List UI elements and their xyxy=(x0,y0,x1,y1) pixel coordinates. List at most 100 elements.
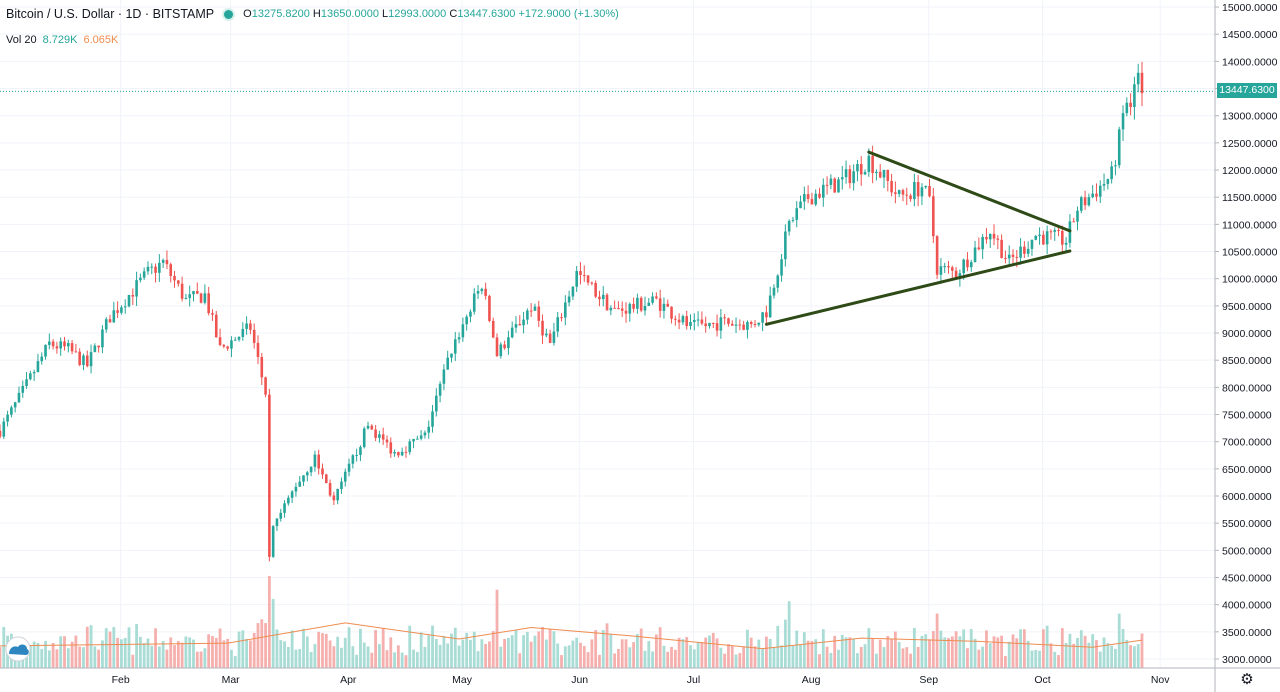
volume-bar xyxy=(44,640,47,668)
trendlines[interactable] xyxy=(764,150,1072,326)
volume-bar xyxy=(988,643,992,668)
volume-bar xyxy=(431,625,434,668)
candle-body xyxy=(1133,84,1136,107)
volume-bar xyxy=(840,634,844,668)
candle-body xyxy=(416,438,419,440)
volume-bar xyxy=(40,648,44,668)
candle-body xyxy=(575,271,578,287)
candle-body xyxy=(871,155,874,174)
volume-bar xyxy=(746,629,749,668)
volume-bar xyxy=(267,576,271,668)
gear-icon[interactable]: ⚙ xyxy=(1240,671,1254,688)
volume-bar xyxy=(161,640,165,668)
candle-body xyxy=(1087,197,1091,206)
volume-bar xyxy=(438,644,442,668)
candle-body xyxy=(165,259,169,265)
candle-body xyxy=(1114,165,1117,167)
candle-body xyxy=(230,340,233,349)
candle-body xyxy=(810,199,814,205)
volume-bar xyxy=(848,637,852,668)
candle-body xyxy=(552,331,556,343)
x-axis[interactable]: 2020FebMarAprMayJunJulAugSepOctNov xyxy=(0,674,1171,686)
volume-bar xyxy=(761,648,764,668)
symbol-title[interactable]: Bitcoin / U.S. Dollar · 1D · BITSTAMP xyxy=(6,7,215,21)
volume-bar xyxy=(340,647,343,668)
volume-bar xyxy=(518,653,522,668)
volume-bar xyxy=(730,645,734,668)
candle-body xyxy=(131,295,135,297)
candle-body xyxy=(476,291,480,294)
volume-bar xyxy=(499,646,503,668)
cloud-logo-icon[interactable] xyxy=(5,636,31,662)
volume-bar xyxy=(1133,646,1136,668)
volume-label[interactable]: Vol 20 xyxy=(6,34,37,46)
candle-body xyxy=(431,411,434,427)
candle-body xyxy=(245,323,248,329)
y-axis[interactable]: 15000.000014500.000014000.000013500.0000… xyxy=(1215,2,1278,666)
volume-bar xyxy=(1057,655,1060,668)
candle-body xyxy=(44,344,47,357)
volume-bar xyxy=(928,639,931,668)
candle-body xyxy=(332,495,336,501)
volume-bar xyxy=(480,639,484,668)
candle-body xyxy=(355,454,358,456)
candle-body xyxy=(161,259,165,263)
volume-bar xyxy=(336,636,340,668)
volume-bar xyxy=(131,654,135,668)
volume-bar xyxy=(764,636,768,668)
volume-bar xyxy=(560,655,563,668)
volume-bar xyxy=(419,632,423,668)
trendline xyxy=(867,150,1072,233)
volume-bar xyxy=(286,647,290,668)
candle-body xyxy=(36,361,40,373)
candle-body xyxy=(279,512,283,519)
candle-body xyxy=(567,296,571,303)
volume-bar xyxy=(347,627,351,668)
volume-bar xyxy=(127,627,131,668)
volume-bar xyxy=(537,631,541,668)
candle-body xyxy=(1121,113,1125,130)
y-tick-label: 15000.0000 xyxy=(1222,2,1278,14)
candle-body xyxy=(708,322,711,327)
volume-bar xyxy=(260,619,264,668)
candle-body xyxy=(897,190,901,195)
candle-body xyxy=(271,526,275,557)
volume-bar xyxy=(856,653,859,668)
volume-bar xyxy=(829,652,833,668)
candle-body xyxy=(381,434,385,440)
x-tick-label: Mar xyxy=(222,674,241,686)
candle-body xyxy=(950,267,954,271)
volume-bar xyxy=(890,638,893,668)
volume-bar xyxy=(488,641,491,668)
volume-bar xyxy=(138,636,142,668)
candle-body xyxy=(480,288,484,292)
volume-bar xyxy=(594,630,598,668)
open-label: O xyxy=(243,8,252,20)
ohlc-values: O13275.8200 H13650.0000 L12993.0000 C134… xyxy=(243,6,619,22)
candle-body xyxy=(51,341,55,347)
volume-bar xyxy=(609,634,613,668)
candle-body xyxy=(237,336,241,340)
candle-body xyxy=(218,337,222,345)
y-tick-label: 5500.0000 xyxy=(1222,518,1272,530)
candle-body xyxy=(290,491,294,498)
candle-body xyxy=(738,324,742,326)
volume-bar xyxy=(101,640,104,668)
volume-bar xyxy=(867,628,871,668)
candle-body xyxy=(66,343,70,347)
candle-body xyxy=(211,313,214,315)
y-tick-label: 14000.0000 xyxy=(1222,56,1278,68)
volume-bar xyxy=(617,649,620,668)
volume-bar xyxy=(924,634,928,668)
candle-body xyxy=(700,319,704,324)
candle-body xyxy=(837,179,840,193)
volume-bar xyxy=(1079,630,1083,668)
volume-bar xyxy=(1117,613,1121,668)
volume-bar xyxy=(184,636,188,668)
candle-body xyxy=(988,233,992,240)
volume-bar xyxy=(837,649,840,668)
candle-body xyxy=(833,178,836,193)
volume-bar xyxy=(230,649,233,668)
candle-body xyxy=(499,344,503,357)
